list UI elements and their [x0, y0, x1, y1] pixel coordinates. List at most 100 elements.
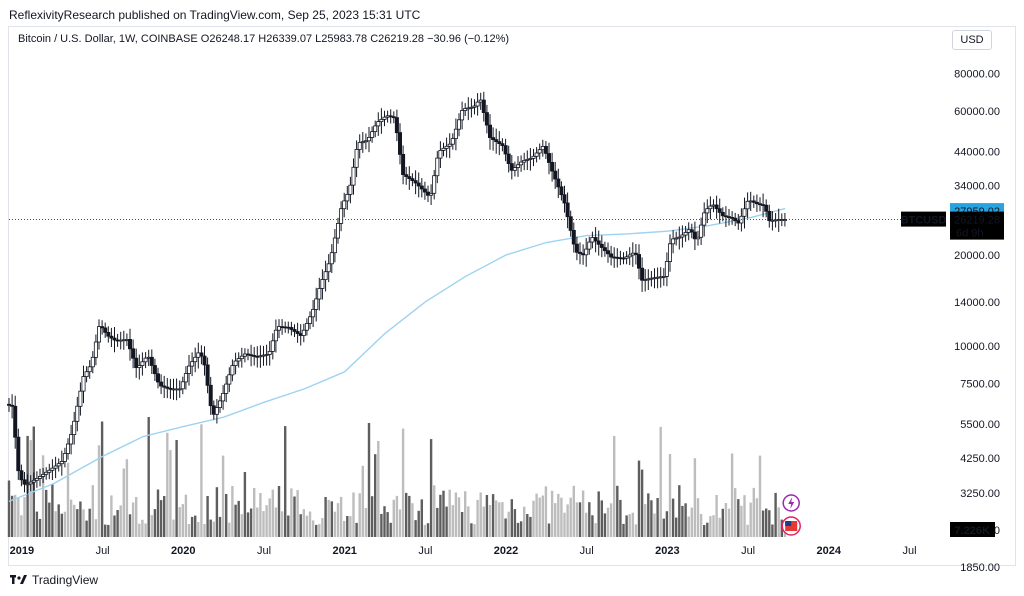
- volume-bar: [578, 502, 582, 537]
- volume-value-badge: [950, 522, 995, 537]
- volume-bar: [671, 498, 675, 537]
- candle-body: [239, 355, 244, 360]
- volume-bar: [485, 495, 489, 537]
- volume-bar: [662, 518, 665, 537]
- candle-body: [227, 374, 232, 385]
- volume-bar: [35, 511, 39, 537]
- candle-body: [41, 473, 46, 477]
- candle-body: [497, 141, 502, 145]
- footer-brand[interactable]: TradingView: [10, 572, 98, 588]
- candle-body: [363, 140, 368, 143]
- volume-bar: [82, 509, 85, 537]
- candle-body: [292, 329, 297, 332]
- candle-body: [314, 298, 319, 310]
- candle-body: [373, 125, 378, 133]
- candle-body: [320, 279, 325, 289]
- countdown-label: 6d 9h: [956, 228, 984, 240]
- volume-bar: [41, 455, 45, 537]
- candle-body: [199, 352, 204, 357]
- volume-bar: [221, 455, 225, 537]
- symbol-ohlc-line[interactable]: Bitcoin / U.S. Dollar, 1W, COINBASE O262…: [18, 33, 510, 45]
- volume-bar: [203, 524, 206, 537]
- candle-body: [72, 420, 77, 435]
- volume-bar: [420, 499, 423, 537]
- candle-body: [370, 131, 375, 138]
- candle-body: [447, 143, 452, 147]
- candle-body: [193, 356, 198, 363]
- volume-bar: [448, 489, 451, 537]
- volume-bar: [572, 485, 575, 537]
- price-tick-label: 14000.00: [954, 297, 1000, 309]
- candle-body: [481, 99, 486, 113]
- currency-button[interactable]: USD: [952, 30, 992, 50]
- candle-body: [782, 219, 787, 222]
- volume-bar: [706, 522, 709, 537]
- volume-bar: [625, 515, 628, 537]
- volume-bar: [734, 488, 737, 537]
- candle-body: [155, 373, 160, 383]
- volume-bar: [684, 503, 687, 537]
- volume-bar: [194, 515, 197, 537]
- time-tick-label: 2020: [171, 545, 195, 557]
- volume-bar: [659, 426, 662, 537]
- symbol-badge: [901, 211, 946, 227]
- volume-bar: [253, 488, 256, 537]
- volume-bar: [280, 511, 284, 537]
- candle-body: [379, 119, 384, 123]
- candle-body: [134, 357, 139, 369]
- candle-body: [584, 248, 589, 256]
- candle-body: [236, 358, 241, 362]
- price-tick-label: 7500.00: [960, 379, 1000, 391]
- volume-bar: [85, 520, 88, 537]
- volume-bar: [678, 485, 681, 537]
- candle-body: [10, 404, 15, 407]
- volume-bar: [243, 472, 247, 537]
- volume-bar: [293, 496, 296, 537]
- candle-body: [637, 254, 642, 269]
- price-tick-label: 80000.00: [954, 68, 1000, 80]
- volume-bar: [476, 499, 479, 537]
- volume-bar: [547, 523, 551, 537]
- candle-body: [531, 155, 536, 159]
- candle-body: [702, 212, 707, 226]
- volume-bar: [14, 494, 17, 537]
- candle-body: [348, 184, 353, 195]
- volume-bar: [727, 508, 731, 537]
- candle-body: [205, 364, 210, 386]
- volume-bar: [457, 497, 461, 537]
- volume-bar: [464, 491, 467, 537]
- candle-body: [767, 210, 772, 222]
- volume-bar: [277, 486, 281, 537]
- candle-body: [429, 192, 434, 196]
- volume-bar: [724, 503, 728, 537]
- volume-bar: [718, 517, 721, 537]
- volume-bar: [324, 497, 327, 537]
- volume-bar: [644, 504, 647, 537]
- candle-body: [487, 124, 492, 138]
- candle-body: [745, 200, 750, 210]
- volume-bar: [206, 496, 209, 537]
- candle-body: [720, 211, 725, 217]
- volume-bar: [131, 502, 135, 537]
- volume-bar: [228, 522, 231, 537]
- volume-bar: [752, 487, 755, 537]
- candle-body: [87, 366, 92, 373]
- volume-bar: [631, 512, 634, 537]
- volume-bar: [163, 496, 166, 537]
- candle-body: [413, 180, 418, 184]
- time-tick-label: 2024: [817, 545, 842, 557]
- candle-body: [463, 108, 468, 111]
- volume-bar: [563, 512, 566, 537]
- volume-bar: [609, 503, 613, 537]
- volume-bar: [63, 511, 67, 537]
- time-tick-label: 2019: [10, 545, 34, 557]
- volume-bar: [591, 515, 594, 537]
- candle-body: [159, 381, 164, 387]
- candle-body: [19, 470, 24, 481]
- candle-body: [394, 117, 399, 134]
- candle-body: [112, 337, 117, 341]
- candle-body: [671, 238, 676, 245]
- candle-body: [469, 106, 474, 109]
- candle-body: [450, 138, 455, 145]
